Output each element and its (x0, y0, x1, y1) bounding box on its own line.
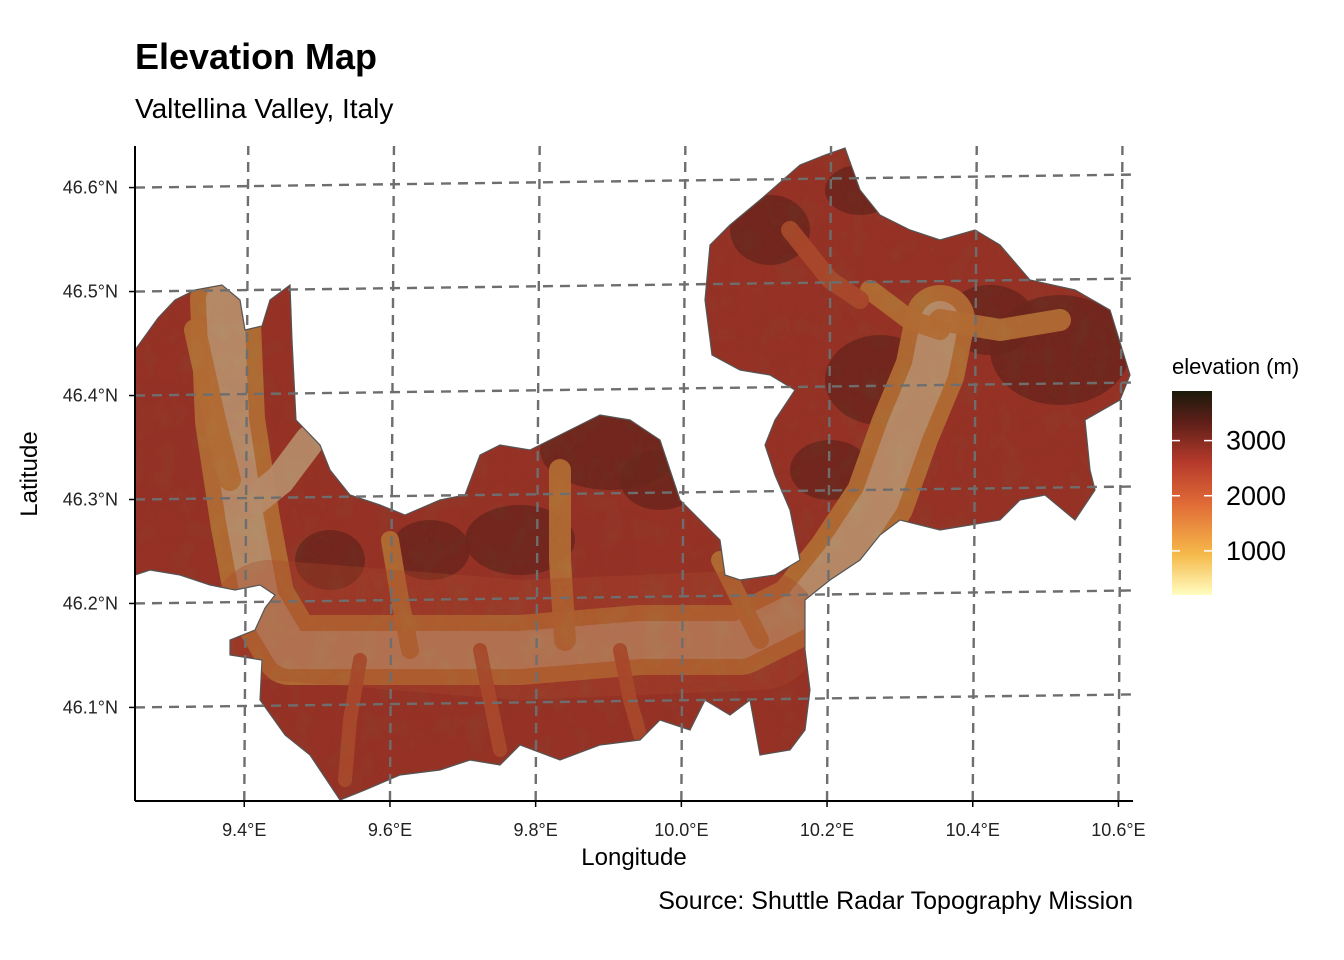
meridian-line (825, 145, 833, 802)
legend-colorbar (1172, 391, 1212, 595)
x-tick-label: 9.4°E (222, 820, 266, 840)
x-axis-ticks: 9.4°E 9.6°E 9.8°E 10.0°E 10.2°E 10.4°E 10.6°E (222, 801, 1146, 840)
chart-subtitle: Valtellina Valley, Italy (135, 93, 394, 124)
legend-tick-label: 2000 (1226, 481, 1286, 511)
x-tick-label: 9.6°E (368, 820, 412, 840)
x-tick-label: 9.8°E (514, 820, 558, 840)
y-tick-label: 46.4°N (63, 386, 118, 406)
x-tick-label: 10.4°E (946, 820, 1000, 840)
source-caption: Source: Shuttle Radar Topography Mission (658, 887, 1133, 915)
meridian-line (971, 145, 978, 802)
parallel-line (134, 693, 1134, 709)
region-border (135, 147, 1131, 801)
y-tick-label: 46.3°N (63, 489, 118, 509)
legend-tick-label: 3000 (1226, 426, 1286, 456)
y-tick-label: 46.2°N (63, 593, 118, 613)
x-tick-label: 10.0°E (654, 820, 708, 840)
x-tick-label: 10.2°E (800, 820, 854, 840)
parallel-line (134, 485, 1134, 501)
meridian-line (680, 145, 687, 802)
y-axis-label: Latitude (16, 431, 43, 517)
x-axis-label: Longitude (581, 844, 687, 871)
graticule-lines (134, 145, 1134, 802)
y-tick-label: 46.1°N (63, 697, 118, 717)
x-tick-label: 10.6°E (1091, 820, 1145, 840)
y-axis-ticks: 46.6°N 46.5°N 46.4°N 46.3°N 46.2°N 46.1°N (63, 178, 135, 717)
elevation-raster (135, 147, 1131, 801)
chart-title: Elevation Map (135, 36, 378, 77)
parallel-line (134, 277, 1134, 293)
y-tick-label: 46.5°N (63, 282, 118, 302)
meridian-line (534, 145, 541, 802)
meridian-line (243, 145, 250, 802)
legend-ticks: 3000 2000 1000 (1172, 426, 1286, 566)
meridian-line (388, 145, 396, 802)
meridian-line (1117, 145, 1124, 802)
parallel-line (134, 173, 1134, 189)
legend-tick-label: 1000 (1226, 536, 1286, 566)
y-tick-label: 46.6°N (63, 178, 118, 198)
parallel-line (134, 589, 1134, 605)
legend-title: elevation (m) (1172, 354, 1300, 379)
parallel-line (134, 381, 1134, 397)
